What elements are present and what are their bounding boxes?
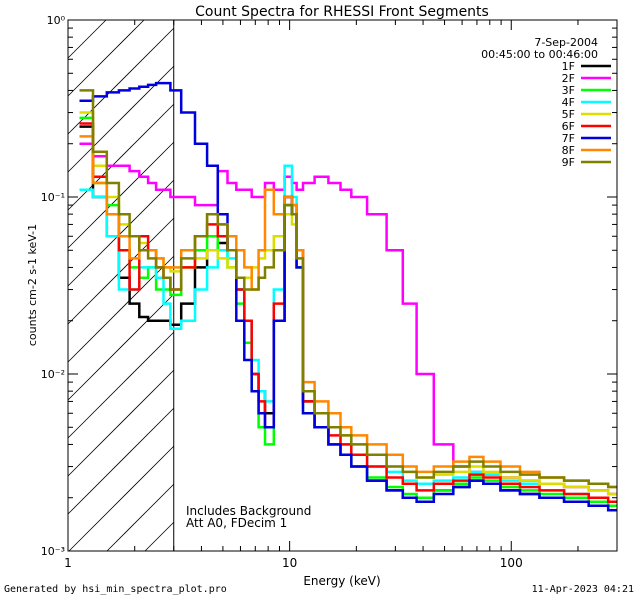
hatch-line bbox=[67, 19, 107, 59]
footer-timestamp: 11-Apr-2023 04:21 bbox=[531, 584, 634, 595]
chart-title: Count Spectra for RHESSI Front Segments bbox=[195, 4, 489, 20]
legend-label-5F: 5F bbox=[562, 108, 575, 121]
hatch-line bbox=[67, 369, 175, 477]
x-axis-label: Energy (keV) bbox=[303, 574, 380, 588]
legend-label-4F: 4F bbox=[562, 96, 575, 109]
hatch-line bbox=[67, 141, 175, 249]
hatched-region bbox=[67, 19, 175, 552]
time-range-label: 00:45:00 to 00:46:00 bbox=[481, 48, 598, 61]
y-axis-label: counts cm-2 s-1 keV-1 bbox=[26, 224, 39, 346]
series-8F bbox=[79, 135, 617, 489]
legend-label-1F: 1F bbox=[562, 60, 575, 73]
hatch-line bbox=[67, 407, 175, 515]
legend-label-3F: 3F bbox=[562, 84, 575, 97]
hatch-line bbox=[68, 445, 175, 552]
hatch-line bbox=[67, 27, 175, 135]
hatch-line bbox=[67, 179, 175, 287]
annotation-background: Includes Background bbox=[186, 504, 311, 518]
y-tick-label: 10⁻¹ bbox=[41, 191, 65, 204]
hatch-line bbox=[67, 331, 175, 439]
hatch-line bbox=[67, 293, 175, 401]
axis-ticks: 1 10 100 10⁻³ 10⁻² 10⁻¹ 10⁰ bbox=[41, 14, 618, 570]
hatch-line bbox=[67, 255, 175, 363]
x-tick-label: 100 bbox=[500, 556, 523, 570]
x-tick-label: 10 bbox=[282, 556, 297, 570]
hatch-line bbox=[106, 483, 175, 552]
hatch-line bbox=[67, 217, 175, 325]
hatch-line bbox=[67, 103, 175, 211]
hatch-line bbox=[144, 521, 175, 552]
series-layer bbox=[79, 81, 617, 512]
x-tick-label: 1 bbox=[64, 556, 72, 570]
series-9F bbox=[79, 89, 617, 489]
annotation-attenuator: Att A0, FDecim 1 bbox=[186, 516, 287, 530]
footer-generated-by: Generated by hsi_min_spectra_plot.pro bbox=[4, 584, 227, 595]
legend-label-9F: 9F bbox=[562, 156, 575, 169]
y-tick-label: 10⁰ bbox=[47, 14, 66, 27]
legend-label-6F: 6F bbox=[562, 120, 575, 133]
y-tick-label: 10⁻² bbox=[41, 368, 65, 381]
legend-label-7F: 7F bbox=[562, 132, 575, 145]
hatch-line bbox=[67, 19, 145, 97]
plot-frame bbox=[67, 19, 618, 552]
legend-label-8F: 8F bbox=[562, 144, 575, 157]
y-tick-label: 10⁻³ bbox=[41, 545, 65, 558]
legend-label-2F: 2F bbox=[562, 72, 575, 85]
date-label: 7-Sep-2004 bbox=[534, 36, 598, 49]
